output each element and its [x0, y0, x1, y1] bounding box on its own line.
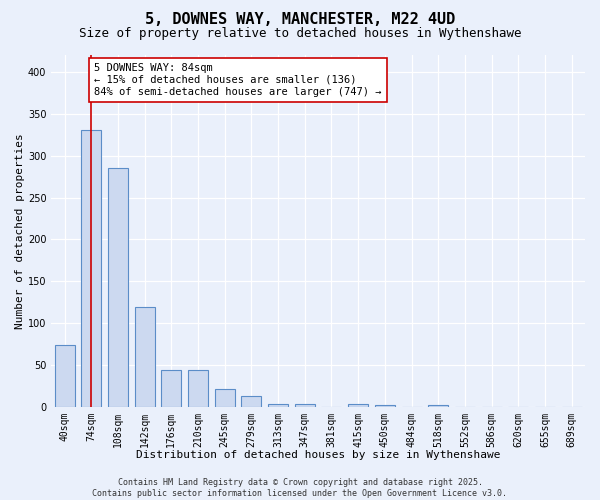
X-axis label: Distribution of detached houses by size in Wythenshawe: Distribution of detached houses by size … [136, 450, 500, 460]
Text: Contains HM Land Registry data © Crown copyright and database right 2025.
Contai: Contains HM Land Registry data © Crown c… [92, 478, 508, 498]
Bar [55, 345, 74, 407]
Bar [428, 404, 448, 407]
Bar [295, 404, 315, 407]
Bar [241, 396, 262, 407]
Bar [81, 130, 101, 407]
Text: 5, DOWNES WAY, MANCHESTER, M22 4UD: 5, DOWNES WAY, MANCHESTER, M22 4UD [145, 12, 455, 28]
Text: Size of property relative to detached houses in Wythenshawe: Size of property relative to detached ho… [79, 28, 521, 40]
Bar [108, 168, 128, 407]
Bar [134, 306, 155, 407]
Bar [215, 388, 235, 407]
Bar [268, 404, 288, 407]
Bar [375, 406, 395, 407]
Bar [348, 404, 368, 407]
Bar [161, 370, 181, 407]
Text: 5 DOWNES WAY: 84sqm
← 15% of detached houses are smaller (136)
84% of semi-detac: 5 DOWNES WAY: 84sqm ← 15% of detached ho… [94, 64, 382, 96]
Y-axis label: Number of detached properties: Number of detached properties [15, 133, 25, 329]
Bar [188, 370, 208, 407]
